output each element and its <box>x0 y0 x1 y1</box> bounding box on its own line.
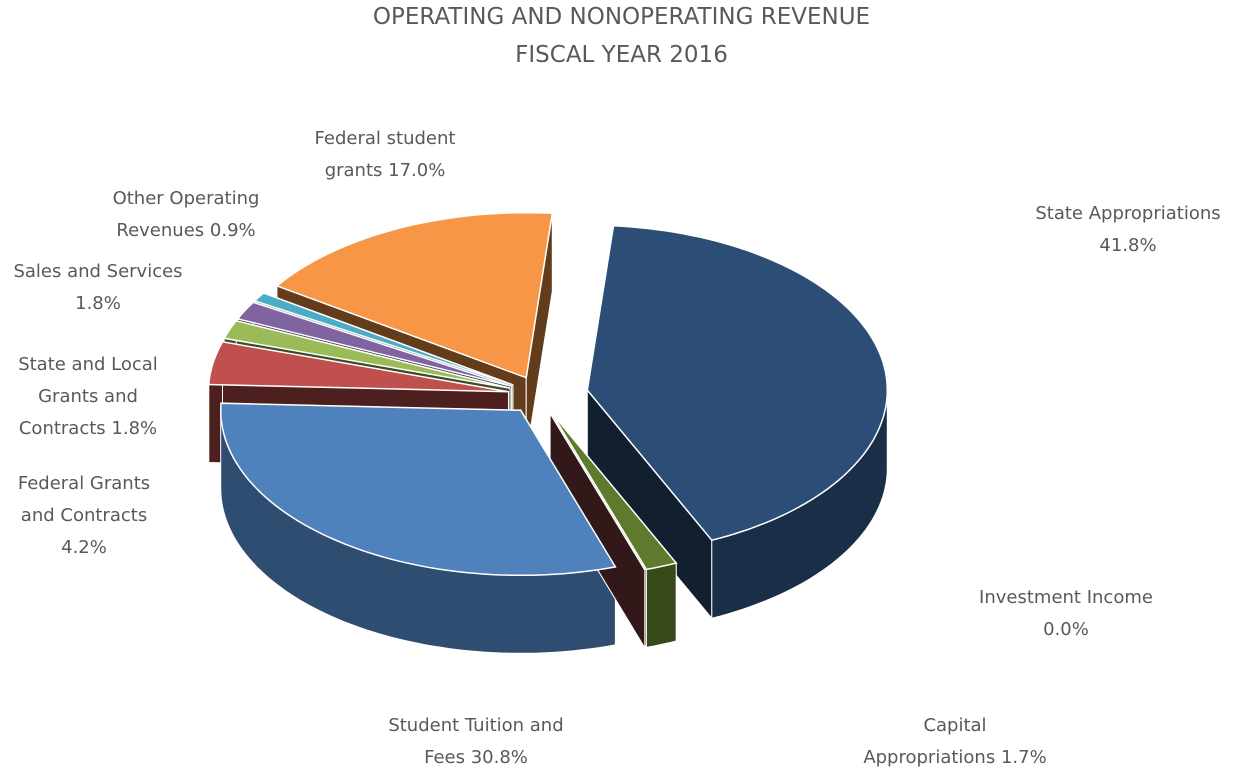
data-label: Federal Grants and Contracts 4.2% <box>9 468 159 564</box>
chart-subtitle: FISCAL YEAR 2016 <box>515 42 728 68</box>
slice-wall <box>645 562 677 649</box>
slice <box>220 402 617 577</box>
chart-title: OPERATING AND NONOPERATING REVENUE <box>372 4 871 30</box>
data-label: State Appropriations 41.8% <box>1013 198 1243 262</box>
slice <box>207 340 509 393</box>
value-label: 1.8% <box>111 418 158 439</box>
category-label: Other Operating Revenues <box>112 188 260 241</box>
slice <box>551 412 678 571</box>
value-label: 17.0% <box>388 160 446 181</box>
category-label: State and Local Grants and Contracts <box>18 354 158 439</box>
category-label: State Appropriations <box>1035 203 1221 224</box>
value-label: 1.8% <box>75 293 121 314</box>
data-label: Sales and Services 1.8% <box>12 256 184 320</box>
value-label: 0.9% <box>209 220 256 241</box>
data-label: State and Local Grants and Contracts 1.8… <box>13 349 163 445</box>
value-label: 0.0% <box>1043 619 1089 640</box>
category-label: Federal Grants and Contracts <box>17 473 151 526</box>
data-label: Student Tuition and Fees 30.8% <box>379 710 574 774</box>
data-label: Investment Income 0.0% <box>974 582 1159 646</box>
slice <box>236 301 512 387</box>
category-label: Investment Income <box>979 587 1153 608</box>
slice <box>275 211 554 379</box>
slice <box>222 319 511 389</box>
slice <box>253 292 514 386</box>
data-label: Other Operating Revenues 0.9% <box>100 183 272 247</box>
category-label: Sales and Services <box>13 261 183 282</box>
category-label: Student Tuition and Fees <box>388 715 564 768</box>
category-label: Federal student grants <box>314 128 456 181</box>
data-label: Federal student grants 17.0% <box>299 123 471 187</box>
value-label: 4.2% <box>61 537 107 558</box>
category-label: Capital Appropriations <box>863 715 996 768</box>
value-label: 41.8% <box>1099 235 1157 256</box>
slice <box>549 412 646 571</box>
slice <box>586 224 889 542</box>
data-label: Capital Appropriations 1.7% <box>860 710 1050 774</box>
value-label: 30.8% <box>470 747 528 768</box>
value-label: 1.7% <box>1000 747 1047 768</box>
